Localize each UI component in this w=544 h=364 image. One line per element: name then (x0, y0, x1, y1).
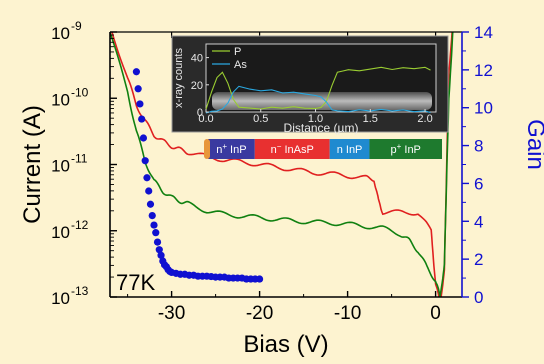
y-right-tick-label: 10 (474, 99, 493, 118)
layer-segment (254, 139, 330, 159)
y-left-tick-label: 10 (51, 24, 70, 43)
layer-segment (369, 139, 442, 159)
inset-x-tick-label: 2.0 (417, 113, 432, 125)
inset-curve-as (205, 85, 431, 114)
inset-curve-p (205, 66, 431, 110)
inset-x-tick-label: 1.5 (363, 113, 378, 125)
gain-point (148, 212, 156, 220)
y-left-tick-label: 10 (51, 90, 70, 109)
y-right-tick-label: 14 (474, 23, 493, 42)
layer-label: n InP (337, 144, 363, 156)
gain-point (139, 134, 148, 142)
y-left-tick-exponent: -9 (71, 19, 82, 33)
inset-y-tick-label: 20 (191, 80, 203, 92)
current-curve-red (111, 32, 453, 297)
y-left-tick-label: 10 (51, 157, 70, 176)
y-left-tick-exponent: -12 (71, 218, 89, 232)
gain-point (256, 275, 264, 283)
inset-x-tick-label: 0.0 (198, 113, 213, 125)
layer-label: n− InAsP (271, 142, 314, 156)
layer-label: p+ InP (391, 142, 421, 156)
series-layer (110, 32, 454, 297)
inset-y-tick-label: 0 (197, 107, 203, 119)
y-left-tick-label: 10 (51, 289, 70, 308)
y-right-tick-label: 6 (474, 174, 483, 193)
gain-point (157, 251, 165, 259)
inset-x-tick-label: 0.5 (253, 113, 268, 125)
gain-point (155, 246, 163, 254)
inset-legend-label: P (234, 46, 241, 58)
series-group (110, 32, 454, 297)
current-curve-green (110, 32, 454, 297)
layer-contact-cap (204, 139, 210, 159)
device-layer-bar: n+ InP n− InAsP n InP p+ InP (204, 139, 442, 159)
inset-x-tick-label: 1.0 (308, 113, 323, 125)
gain-point (153, 238, 162, 246)
y-right-tick-label: 0 (474, 288, 483, 307)
sem-image-strip (212, 92, 432, 110)
y-left-tick-exponent: -13 (71, 284, 89, 298)
x-tick-label: -10 (334, 303, 361, 324)
x-tick-label: -20 (246, 303, 273, 324)
inset-x-axis-title: Distance (µm) (284, 121, 359, 135)
gain-point (134, 85, 142, 93)
gain-point (146, 200, 155, 208)
inset-legend-label: As (234, 59, 247, 71)
gain-point (136, 100, 144, 108)
gain-point (138, 115, 146, 123)
y-left-tick-exponent: -11 (71, 152, 88, 166)
gain-point (132, 68, 140, 76)
y-right-tick-label: 8 (474, 137, 483, 156)
gain-point (152, 229, 160, 237)
x-tick-label: -30 (158, 303, 185, 324)
y-left-tick-exponent: -10 (71, 85, 89, 99)
inset-sem-profile: PAs 0.0 0.5 1.0 1.5 2.0 0 20 40 Distance (µm) x-ra… (171, 35, 449, 135)
gain-point (141, 157, 149, 165)
x-tick-label: 0 (430, 303, 441, 324)
gain-point (150, 221, 158, 229)
inset-y-axis-title: x-ray counts (173, 48, 185, 108)
layer-segment (208, 139, 255, 159)
gain-point (145, 187, 153, 195)
y-axis-left-title: Current (A) (19, 105, 46, 224)
y-right-tick-label: 2 (474, 250, 483, 269)
y-right-tick-label: 12 (474, 61, 493, 80)
temperature-annotation: 77K (116, 270, 155, 295)
gain-point (143, 174, 151, 182)
x-axis-title: Bias (V) (243, 331, 328, 358)
inset-y-tick-label: 40 (191, 53, 203, 65)
layer-segment (329, 139, 370, 159)
y-left-tick-label: 10 (51, 223, 70, 242)
y-right-tick-label: 4 (474, 212, 483, 231)
layer-label: n+ InP (216, 142, 246, 156)
y-axis-right-title: Gain (522, 119, 544, 170)
